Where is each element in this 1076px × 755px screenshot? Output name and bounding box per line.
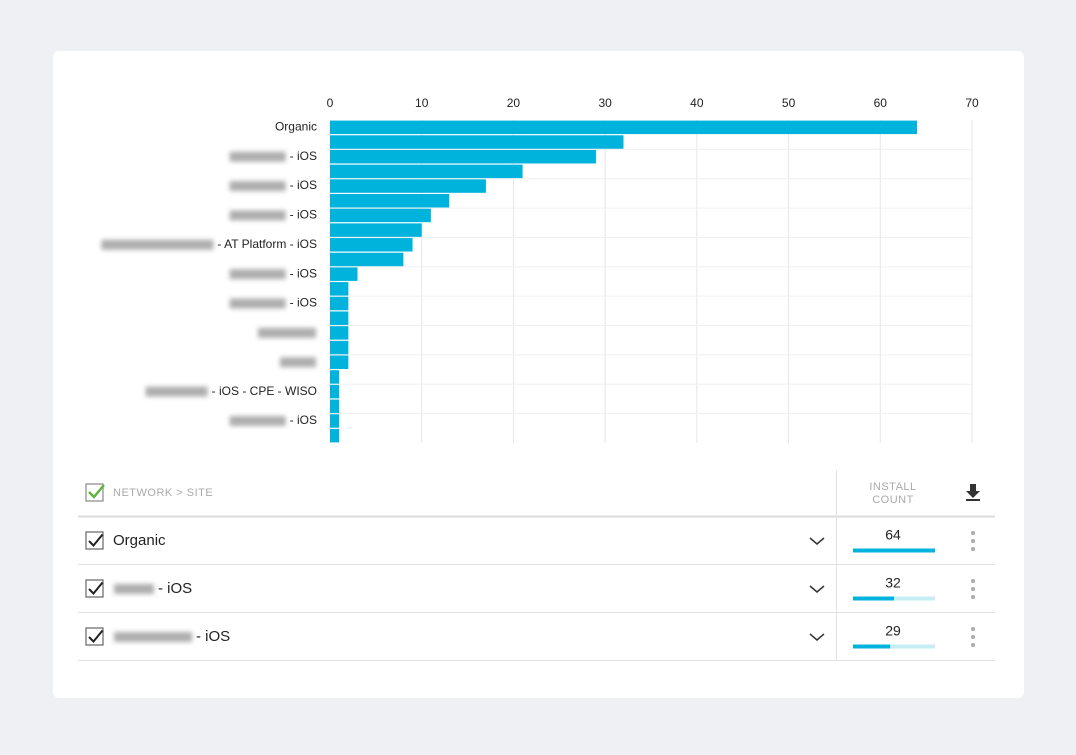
y-tick-label: - AT Platform - iOS (217, 237, 317, 251)
bar (330, 179, 486, 193)
row-checkbox[interactable] (85, 531, 104, 550)
bar (330, 223, 422, 237)
bar (330, 164, 523, 179)
redacted-text (229, 298, 286, 309)
kebab-dot (971, 635, 975, 639)
bar (330, 238, 413, 252)
x-tick-label: 40 (690, 96, 704, 110)
bar (330, 311, 349, 325)
bar (330, 208, 431, 223)
count-bar (853, 596, 894, 601)
download-base (966, 499, 980, 501)
header-name: NETWORK > SITE (113, 487, 213, 499)
download-arrow (966, 484, 980, 498)
y-tick-label: - iOS - CPE - WISO (212, 384, 317, 398)
row-check (88, 629, 104, 643)
bar (330, 355, 349, 369)
x-tick-label: 70 (965, 96, 979, 110)
kebab-dot (971, 595, 975, 599)
row-checkbox[interactable] (85, 579, 104, 598)
row-name: - iOS (158, 580, 192, 597)
table: NETWORK > SITE INSTALL COUNT Organic 64 - … (78, 470, 995, 661)
count-bar-track (853, 644, 935, 649)
bar (330, 194, 450, 208)
kebab-dot (971, 643, 975, 647)
x-tick-label: 60 (874, 96, 888, 110)
expand-chevron[interactable] (809, 585, 825, 593)
y-tick-label: - iOS (290, 178, 317, 192)
bar (330, 340, 349, 355)
bar (330, 296, 349, 311)
expand-chevron[interactable] (809, 537, 825, 545)
row-name: Organic (113, 532, 166, 549)
header-check (88, 484, 105, 499)
row-name: - iOS (196, 628, 230, 645)
x-tick-label: 10 (415, 96, 429, 110)
redacted-text (229, 181, 286, 192)
x-tick-label: 0 (327, 96, 334, 110)
kebab-dot (971, 587, 975, 591)
y-tick-label: - iOS (290, 266, 317, 280)
x-tick-label: 20 (507, 96, 521, 110)
bar (330, 414, 340, 428)
y-tick-label: Organic (275, 120, 317, 134)
bar (330, 149, 596, 164)
kebab-dot (971, 531, 975, 535)
redacted-text (145, 386, 208, 397)
count-bar (853, 548, 935, 553)
row-count: 29 (885, 623, 901, 639)
bar (330, 370, 340, 384)
kebab-dot (971, 539, 975, 543)
y-tick-label: - iOS (290, 296, 317, 310)
bar (330, 399, 340, 414)
redacted-text (114, 632, 192, 642)
redacted-text (114, 584, 154, 594)
kebab-dot (971, 579, 975, 583)
x-tick-label: 50 (782, 96, 796, 110)
chart: 0 10 20 30 40 50 60 70 Organic - iOS - iOS - iOS - A… (101, 96, 979, 443)
count-bar (853, 644, 891, 649)
row-check (88, 533, 104, 547)
header-count: COUNT (872, 494, 914, 506)
row-count: 32 (885, 575, 901, 591)
redacted-text (229, 415, 286, 426)
bar (330, 282, 349, 296)
redacted-text (101, 239, 214, 250)
x-tick-label: 30 (598, 96, 612, 110)
expand-chevron[interactable] (809, 633, 825, 641)
y-tick-label: - iOS (290, 208, 317, 222)
row-count: 64 (885, 527, 901, 543)
row-check (88, 581, 104, 595)
y-tick-label: - iOS (290, 413, 317, 427)
kebab-dot (971, 627, 975, 631)
redacted-text (258, 327, 316, 338)
bar (330, 326, 349, 340)
header-checkbox[interactable] (85, 483, 104, 502)
bar (330, 428, 340, 443)
row-checkbox[interactable] (85, 627, 104, 646)
header-count: INSTALL (869, 481, 916, 493)
y-tick-label: - iOS (290, 149, 317, 163)
redacted-text (280, 357, 316, 368)
download-button[interactable] (966, 484, 980, 501)
redacted-text (229, 210, 286, 221)
redacted-text (229, 151, 286, 162)
redacted-text (229, 269, 286, 280)
kebab-dot (971, 547, 975, 551)
bar (330, 267, 358, 281)
bar (330, 120, 917, 135)
bar (330, 384, 340, 399)
card (53, 51, 1024, 698)
bar (330, 252, 404, 267)
bar (330, 135, 624, 149)
